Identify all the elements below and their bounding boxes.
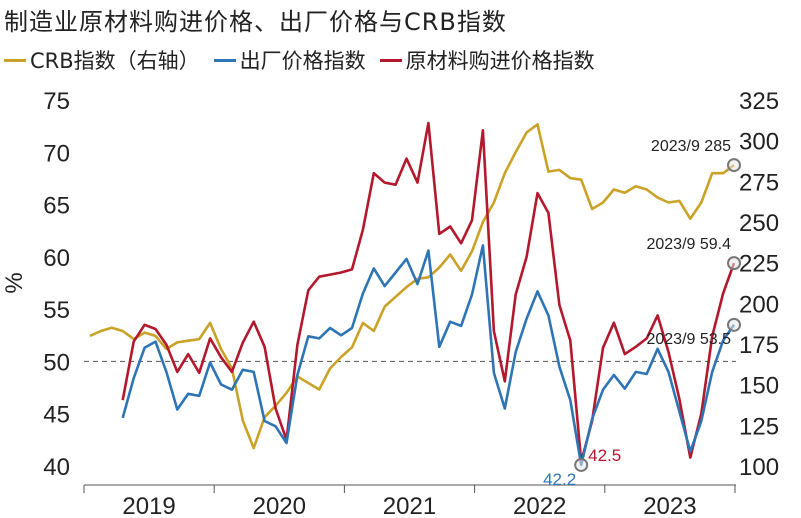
y-left-tick-label: 45 <box>43 402 70 429</box>
y-left-tick-label: 50 <box>43 349 70 376</box>
x-tick-label: 2023 <box>643 493 696 518</box>
legend: CRB指数（右轴） 出厂价格指数 原材料购进价格指数 <box>4 44 609 76</box>
y-left-tick-label: 55 <box>43 297 70 324</box>
purchase-min-label: 42.5 <box>588 446 621 465</box>
crb-end-marker <box>727 158 741 173</box>
crb-end-label: 2023/9 285 <box>651 138 731 155</box>
y-right-tick-label: 275 <box>739 169 779 196</box>
y-left-tick-label: 65 <box>43 193 70 220</box>
legend-swatch-purchase <box>379 58 402 62</box>
legend-label-purchase: 原材料购进价格指数 <box>405 49 595 73</box>
x-tick-label: 2020 <box>253 493 306 518</box>
y-right-tick-label: 150 <box>739 373 779 400</box>
legend-item-purchase: 原材料购进价格指数 <box>379 45 595 75</box>
crb-line <box>89 123 735 450</box>
y-right-tick-label: 100 <box>739 454 779 481</box>
output-price-line <box>121 244 736 467</box>
legend-swatch-crb <box>4 58 26 62</box>
y-right-tick-label: 125 <box>739 413 779 440</box>
y-left-tick-label: 70 <box>43 140 70 167</box>
y-right-tick-label: 250 <box>739 210 779 237</box>
purchase-end-label: 2023/9 59.4 <box>646 236 731 253</box>
y-right-tick-label: 175 <box>739 332 779 359</box>
chart-title: 制造业原材料购进价格、出厂价格与CRB指数 <box>4 8 507 36</box>
x-tick-label: 2022 <box>513 493 566 518</box>
legend-item-crb: CRB指数（右轴） <box>4 45 200 75</box>
output-end-marker <box>727 317 741 332</box>
x-tick-label: 2021 <box>383 493 436 518</box>
y-left-tick-label: 40 <box>43 454 70 481</box>
output-end-label: 2023/9 53.5 <box>646 331 731 348</box>
x-tick-label: 2019 <box>122 493 175 518</box>
y-axis-label: % <box>1 272 28 293</box>
purchase-end-marker <box>727 256 741 271</box>
output-min-label: 42.2 <box>543 470 576 489</box>
y-right-tick-label: 200 <box>739 291 779 318</box>
y-right-tick-label: 325 <box>739 88 779 115</box>
y-left-tick-label: 60 <box>43 245 70 272</box>
y-left-tick-label: 75 <box>43 88 70 115</box>
y-right-tick-label: 225 <box>739 251 779 278</box>
purchase-price-line <box>121 121 736 464</box>
y-right-tick-label: 300 <box>739 129 779 156</box>
trough-marker <box>574 457 589 472</box>
legend-swatch-output <box>213 58 236 62</box>
legend-item-output: 出厂价格指数 <box>213 45 366 75</box>
legend-label-crb: CRB指数（右轴） <box>30 49 200 73</box>
legend-label-output: 出厂价格指数 <box>239 49 366 73</box>
